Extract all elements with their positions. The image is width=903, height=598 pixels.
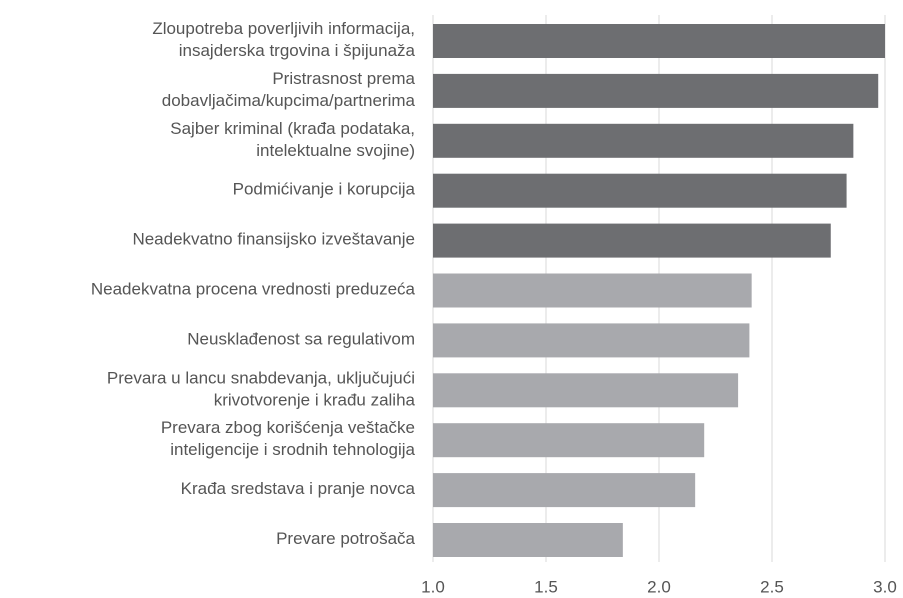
y-tick-label: Neadekvatna procena vrednosti preduzeća (91, 280, 416, 299)
y-tick-label: Sajber kriminal (krađa podataka, intelekt… (170, 119, 415, 160)
bar (433, 73, 879, 108)
y-tick-label: Prevara zbog korišćenja veštačke intelige… (161, 419, 416, 460)
y-tick-label: Prevare potrošača (276, 529, 415, 548)
bar (433, 423, 705, 458)
x-tick-label: 3.0 (873, 577, 897, 596)
y-tick-label: Zloupotreba poverljivih informacija, insa… (152, 19, 415, 60)
x-tick-label: 2.0 (647, 577, 671, 596)
y-tick-label: Neusklađenost sa regulativom (187, 330, 415, 349)
bar (433, 24, 885, 58)
y-tick-label: Podmićivanje i korupcija (233, 180, 416, 199)
y-tick-label: Pristrasnost prema dobavljačima/kupcima/p… (162, 69, 416, 110)
bar (433, 273, 752, 308)
y-tick-label: Krađa sredstava i pranje novca (181, 480, 416, 499)
bar (433, 523, 623, 557)
bar (433, 323, 750, 358)
x-tick-label: 2.5 (760, 577, 784, 596)
bar (433, 473, 696, 508)
y-tick-label: Neadekvatno finansijsko izveštavanje (132, 230, 415, 249)
x-tick-label: 1.5 (534, 577, 558, 596)
bar (433, 123, 854, 158)
y-tick-label: Prevara u lancu snabdevanja, uključujući… (107, 369, 416, 410)
x-tick-label: 1.0 (421, 577, 445, 596)
bar (433, 173, 847, 208)
bar (433, 223, 831, 258)
bar (433, 373, 739, 408)
